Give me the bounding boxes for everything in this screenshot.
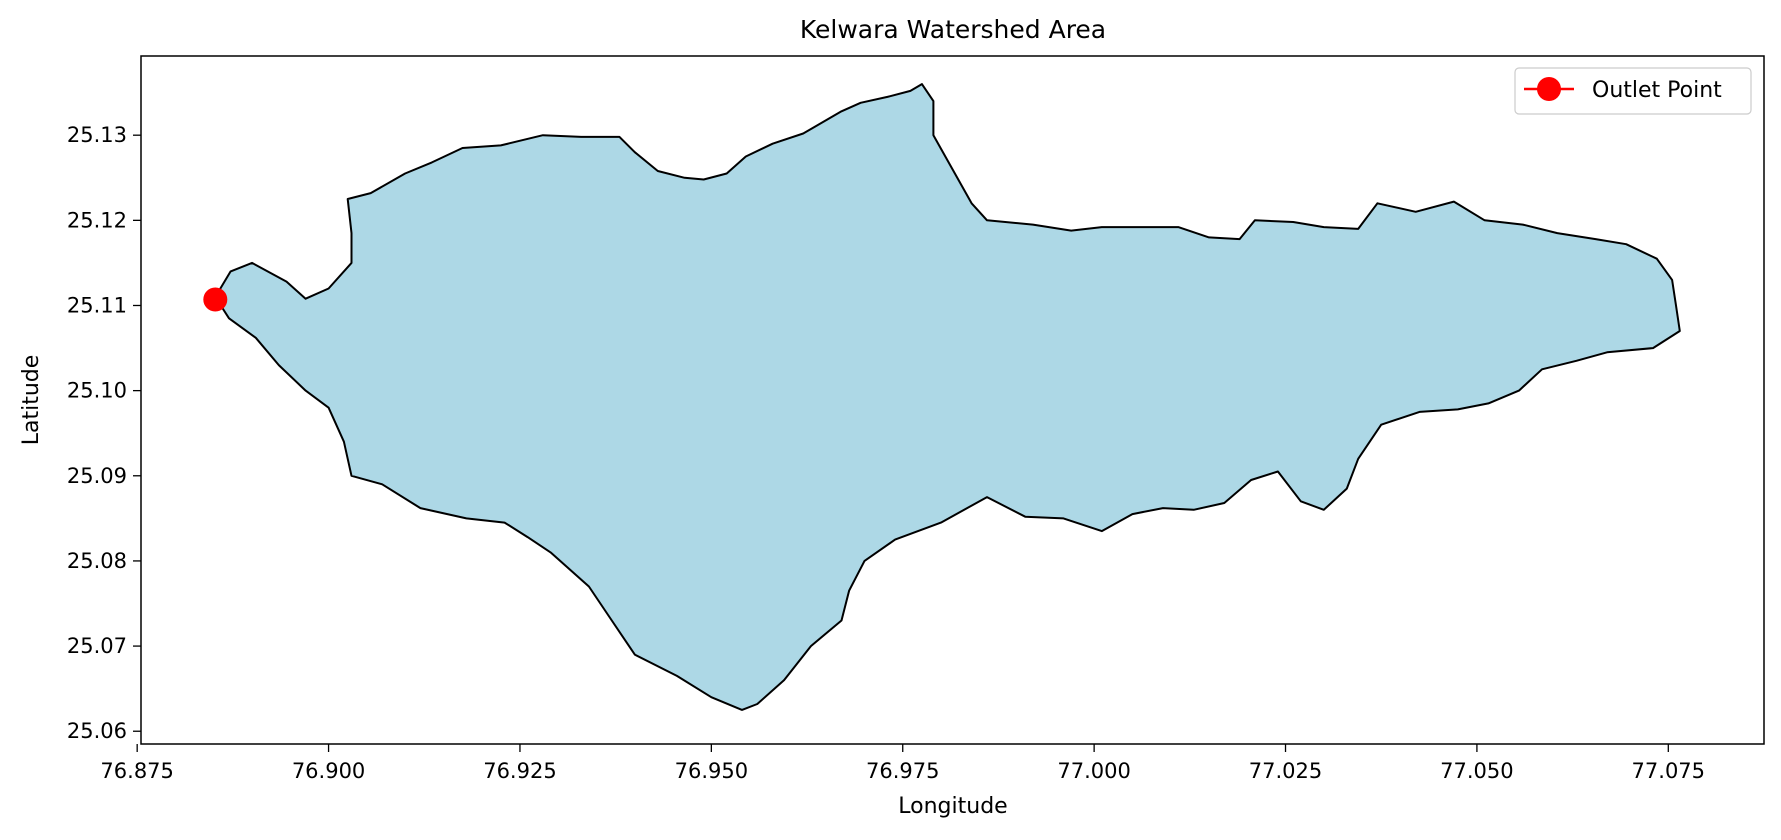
x-tick-label: 77.050 [1440,759,1513,783]
y-tick-label: 25.06 [67,719,127,743]
x-tick-label: 76.900 [292,759,365,783]
x-tick-label: 77.075 [1632,759,1705,783]
x-tick-label: 76.925 [483,759,556,783]
x-tick-label: 76.875 [100,759,173,783]
y-tick-label: 25.12 [67,208,127,232]
x-axis: 76.875 76.900 76.925 76.950 76.975 77.000 77.0… [100,744,1705,783]
y-tick-label: 25.11 [67,293,127,317]
plot-area [203,83,1681,711]
x-tick-label: 77.000 [1057,759,1130,783]
outlet-point-marker [203,287,228,312]
x-tick-label: 77.025 [1249,759,1322,783]
y-tick-label: 25.10 [67,379,127,403]
y-axis: 25.06 25.07 25.08 25.09 25.10 25.11 25.12 25.13 [67,123,141,743]
chart-title: Kelwara Watershed Area [800,15,1106,44]
plot-frame [140,55,1765,745]
legend-marker [1537,77,1561,101]
y-tick-label: 25.07 [67,634,127,658]
y-tick-label: 25.09 [67,464,127,488]
y-tick-label: 25.08 [67,549,127,573]
x-axis-label: Longitude [898,794,1007,819]
legend-box [1514,67,1752,115]
y-tick-label: 25.13 [67,123,127,147]
legend: Outlet Point [1514,67,1752,115]
x-tick-label: 76.975 [866,759,939,783]
x-tick-label: 76.950 [675,759,748,783]
watershed-polygon [214,83,1681,711]
y-axis-label: Latitude [19,355,44,446]
legend-label-outlet-point: Outlet Point [1592,78,1722,103]
